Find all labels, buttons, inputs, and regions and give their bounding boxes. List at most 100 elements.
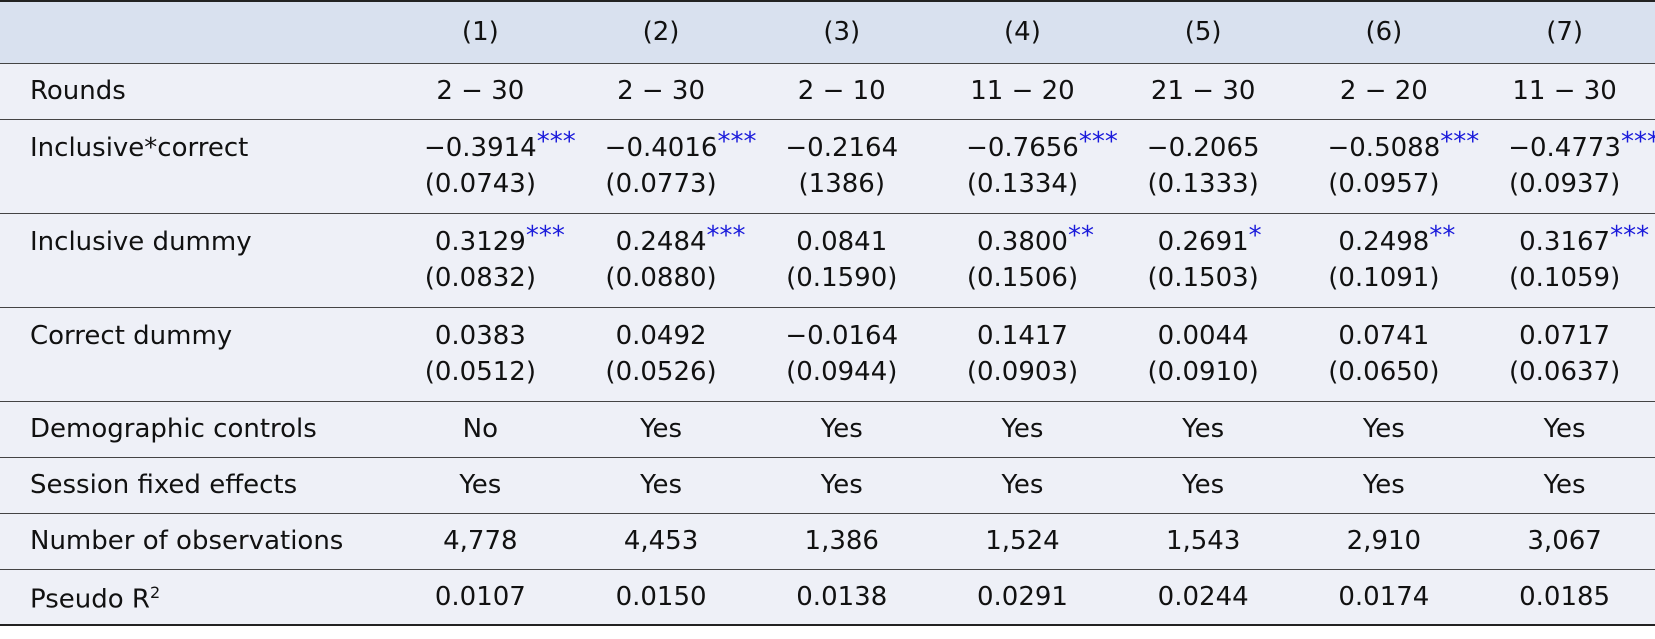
row-label-text: Correct dummy [30,320,233,351]
value-cell: 0.0150 [615,581,707,612]
value-cell: 0.0244 [1157,581,1249,612]
value-cell: 2 − 20 [1293,63,1475,120]
table-row: Number of observations 4,778 4,453 1,386 1,5… [0,513,1655,570]
estimate-cell: 0.2484 *** (0.0880) [570,213,752,308]
estimate-cell: −0.7656 *** (0.1334) [932,119,1118,214]
header-blank [0,1,390,64]
value-cell: 1,524 [932,513,1113,570]
row-label-text: Session fixed effects [30,470,298,500]
row-label-text: Inclusive dummy [30,226,252,257]
value-cell: 1,386 [751,513,933,570]
standard-error: (0.1333) [1147,169,1259,199]
value-cell: Yes [1474,401,1655,458]
row-label: Pseudo R2 [0,569,390,625]
estimate-cell: 0.0492 (0.0526) [570,307,752,402]
column-header: (2) [570,1,752,64]
row-label-superscript: 2 [149,583,161,603]
estimate-cell: −0.2065 (0.1333) [1112,119,1294,214]
standard-error: (0.0910) [1147,357,1259,387]
coefficient-line: 0.0492 [571,318,752,354]
coefficient-line: 0.0741 [1294,318,1475,354]
table-row: Session fixed effects Yes Yes Yes Yes Yes Yes Y… [0,457,1655,514]
estimate-cell: 0.2691 * (0.1503) [1112,213,1294,308]
table-row: Demographic controls No Yes Yes Yes Yes Yes Yes [0,401,1655,458]
coefficient: 0.0383 [434,321,526,351]
significance-stars: *** [536,127,576,157]
estimate-cell: −0.4016 *** (0.0773) [570,119,757,214]
coefficient: 0.0717 [1519,321,1611,351]
row-label: Rounds [0,63,390,120]
significance-stars: *** [1620,127,1655,157]
table-body: Rounds 2 − 30 2 − 30 2 − 10 11 − 20 21 − 30 2 … [0,63,1655,625]
coefficient-line: −0.4016 *** [571,127,757,166]
standard-error: (0.0957) [1328,169,1440,199]
value-cell: Yes [1293,401,1475,458]
estimate-cell: 0.3129 *** (0.0832) [390,213,571,308]
table-row: Inclusive dummy 0.3129 *** (0.0832) 0.2484 **… [0,213,1655,308]
standard-error: (0.0880) [605,263,717,293]
value-cell: 0.0107 [434,581,526,612]
estimate-cell: −0.5088 *** (0.0957) [1293,119,1479,214]
coefficient: 0.0492 [615,321,707,351]
value-cell: No [390,401,571,458]
estimate-cell: 0.0741 (0.0650) [1293,307,1475,402]
significance-stars: *** [1610,221,1650,251]
row-label: Inclusive dummy [0,213,390,308]
value-cell: 0.0185 [1519,581,1611,612]
row-label: Session fixed effects [0,457,390,514]
value-cell: Yes [932,401,1113,458]
estimate-cell: 0.1417 (0.0903) [932,307,1113,402]
column-header: (7) [1474,1,1655,64]
column-header: (3) [751,1,933,64]
value-cell: Yes [1293,457,1475,514]
value-cell: Yes [570,401,752,458]
value-cell: Yes [1112,401,1294,458]
significance-stars: *** [1440,127,1480,157]
standard-error: (0.0903) [966,357,1079,387]
coefficient: 0.3129 *** [435,221,565,260]
estimate-cell: 0.0044 (0.0910) [1112,307,1294,402]
coefficient-line: 0.0044 [1113,318,1294,354]
value-cell: 4,778 [390,513,571,570]
row-label: Inclusive*correct [0,119,390,214]
standard-error: (0.0743) [424,169,536,199]
estimate-cell: 0.0383 (0.0512) [390,307,571,402]
value-cell: 11 − 20 [932,63,1113,120]
coefficient-line: 0.0841 [751,224,932,260]
coefficient: 0.2691 * [1158,221,1262,260]
standard-error: (0.1506) [966,263,1079,293]
value-cell: 4,453 [570,513,752,570]
coefficient: 0.0044 [1157,321,1249,351]
coefficient-line: −0.5088 *** [1294,127,1479,166]
significance-stars: *** [525,221,565,251]
coefficient: 0.2484 *** [616,221,746,260]
significance-stars: *** [706,221,746,251]
value-cell: Yes [932,457,1113,514]
standard-error: (0.0944) [786,357,898,387]
coefficient-line: 0.0717 [1474,318,1655,354]
value-cell: Yes [570,457,752,514]
value-cell: 21 − 30 [1112,63,1294,120]
standard-error: (0.1091) [1328,263,1440,293]
value-cell: 0.0138 [796,581,888,612]
coefficient: −0.5088 *** [1327,127,1479,166]
standard-error: (0.0512) [424,357,536,387]
coefficient: −0.4016 *** [605,127,757,166]
value-cell: Yes [1112,457,1294,514]
coefficient-line: 0.2498 ** [1294,221,1475,260]
coefficient-line: −0.7656 *** [932,127,1118,166]
coefficient: 0.0741 [1338,321,1430,351]
value-cell: 0.0291 [976,581,1068,612]
value-cell: 0.0174 [1338,581,1430,612]
column-header: (6) [1293,1,1475,64]
standard-error: (0.0832) [424,263,536,293]
value-cell: 1,543 [1112,513,1294,570]
column-header: (5) [1112,1,1294,64]
coefficient: 0.2498 ** [1338,221,1455,260]
table-row: Rounds 2 − 30 2 − 30 2 − 10 11 − 20 21 − 30 2 … [0,63,1655,120]
coefficient-line: 0.3129 *** [390,221,571,260]
estimate-cell: 0.0717 (0.0637) [1474,307,1655,402]
coefficient-line: 0.3800 ** [932,221,1113,260]
column-header: (1) [390,1,571,64]
